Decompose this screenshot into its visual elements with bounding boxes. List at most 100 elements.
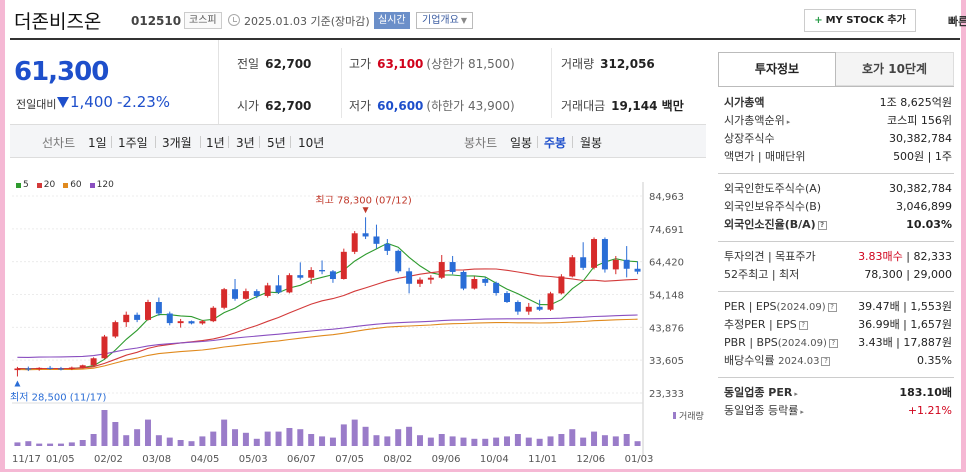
stat-label: 거래대금: [561, 99, 606, 113]
row-sector-rate: 동일업종 등락률 ▸ +1.21%: [724, 403, 952, 419]
row-shares: 상장주식수 30,382,784: [724, 131, 952, 147]
candle-body: [25, 368, 32, 370]
row-key-text: 추정PER | EPS: [724, 318, 797, 331]
y-tick-label: 33,605: [649, 356, 684, 367]
candle-body: [493, 282, 500, 294]
candle-body: [199, 321, 206, 324]
period-10y[interactable]: 10년: [298, 136, 325, 150]
row-key-text: 외국인소진율(B/A): [724, 218, 816, 231]
candle-monthly[interactable]: 월봉: [580, 136, 603, 150]
row-foreign-hold: 외국인보유주식수(B) 3,046,899: [724, 199, 952, 215]
caret-right-icon: ▸: [800, 408, 804, 416]
volume-bar: [144, 419, 151, 446]
row-value: 36.99배 | 1,657원: [858, 318, 952, 331]
candle-body: [362, 233, 369, 237]
period-5y[interactable]: 5년: [267, 136, 286, 150]
quick-order-link[interactable]: 빠른주문: [948, 15, 966, 28]
row-market-cap: 시가총액 1조 8,625억원: [724, 95, 952, 111]
stat-high: 고가 63,100 (상한가 81,500): [349, 55, 515, 72]
candle-body: [514, 302, 521, 312]
volume-bar: [373, 435, 380, 446]
frame-right: [961, 0, 966, 472]
x-tick-label: 11/01: [528, 454, 557, 464]
row-value: 3.43배 | 17,887원: [858, 336, 952, 349]
x-tick-label: 12/06: [576, 454, 605, 464]
stat-value: 63,100: [377, 57, 424, 71]
row-pbr: PBR | BPS(2024.09)? 3.43배 | 17,887원: [724, 335, 952, 351]
stat-value: 62,700: [265, 57, 312, 71]
candle-daily[interactable]: 일봉: [510, 136, 533, 150]
candle-body: [297, 275, 304, 278]
my-stock-add-label: MY STOCK 추가: [825, 15, 906, 26]
help-icon[interactable]: ?: [828, 339, 838, 348]
legend-swatch: [16, 182, 21, 188]
my-stock-add-button[interactable]: + MY STOCK 추가: [804, 9, 916, 32]
volume-bar: [177, 440, 184, 446]
candle-body: [177, 321, 184, 324]
candle-body: [221, 289, 228, 308]
volume-bar: [623, 434, 630, 446]
row-period: 2024.03: [778, 356, 820, 367]
candle-body: [134, 314, 141, 320]
diff-rate: -2.23%: [117, 93, 171, 111]
current-price-block: 61,300 전일대비 1,400 -2.23%: [10, 40, 216, 124]
volume-bar: [242, 432, 249, 446]
volume-bar: [188, 441, 195, 446]
legend-ma20: 20: [36, 180, 56, 190]
candle-body: [384, 243, 391, 251]
toolbar-divider: [290, 136, 291, 148]
stat-label: 거래량: [561, 57, 595, 71]
price-chart[interactable]: 5 20 60 120 84,963 74,691 64,420 54,148 43,8…: [10, 172, 706, 465]
volume-bar: [340, 424, 347, 446]
realtime-button[interactable]: 실시간: [374, 12, 410, 29]
x-tick-label: 01/05: [46, 454, 75, 464]
candle-body: [112, 322, 119, 337]
period-1d[interactable]: 1일: [88, 136, 107, 150]
candle-body: [36, 367, 43, 370]
volume-bar: [634, 441, 641, 446]
volume-bar: [351, 419, 358, 446]
period-1w[interactable]: 1주일: [118, 136, 148, 150]
volume-bar: [427, 437, 434, 446]
help-icon[interactable]: ?: [821, 357, 831, 366]
row-52w: 52주최고 | 최저 78,300 | 29,000: [724, 267, 952, 283]
help-icon[interactable]: ?: [798, 321, 808, 330]
candle-body: [166, 313, 173, 324]
volume-bar: [112, 422, 119, 446]
row-key-text: 배당수익률: [724, 354, 775, 367]
tab-orderbook[interactable]: 호가 10단계: [836, 52, 954, 86]
candle-weekly[interactable]: 주봉: [544, 136, 567, 150]
row-key: 외국인보유주식수(B): [724, 200, 822, 213]
row-value: 30,382,784: [889, 182, 952, 195]
help-icon[interactable]: ?: [827, 303, 837, 312]
candle-body: [14, 368, 21, 371]
volume-bar: [286, 428, 293, 446]
candle-body: [438, 262, 445, 278]
ma-line-5: [17, 242, 638, 370]
help-icon[interactable]: ?: [817, 221, 827, 230]
stat-prev-close: 전일 62,700: [237, 55, 311, 72]
row-foreign-limit: 외국인한도주식수(A) 30,382,784: [724, 181, 952, 197]
candle-body: [319, 270, 326, 272]
volume-bar: [308, 434, 315, 446]
candle-body: [144, 302, 151, 320]
legend-label: 20: [43, 180, 56, 190]
period-3m[interactable]: 3개월: [162, 136, 192, 150]
volume-bar: [36, 443, 43, 446]
period-1y[interactable]: 1년: [206, 136, 225, 150]
volume-bar: [329, 437, 336, 446]
candle-body: [525, 306, 532, 312]
diff-value: 1,400: [70, 93, 113, 111]
company-overview-button[interactable]: 기업개요 ▼: [416, 12, 473, 29]
candle-body: [395, 250, 402, 272]
period-3y[interactable]: 3년: [236, 136, 255, 150]
stat-value: 312,056: [600, 57, 655, 71]
stat-value: 62,700: [265, 99, 312, 113]
chart-svg: 84,963 74,691 64,420 54,148 43,876 33,605 23,3…: [10, 182, 704, 465]
candle-chart-label: 봉차트: [464, 136, 498, 150]
investment-info-panel: 투자정보 호가 10단계 시가총액 1조 8,625억원 시가총액순위 ▸ 코스피 1…: [718, 52, 960, 464]
x-tick-label: 09/06: [432, 454, 461, 464]
y-tick-label: 23,333: [649, 389, 684, 400]
tab-investment-info[interactable]: 투자정보: [718, 52, 836, 86]
row-key: 배당수익률 2024.03?: [724, 353, 831, 370]
